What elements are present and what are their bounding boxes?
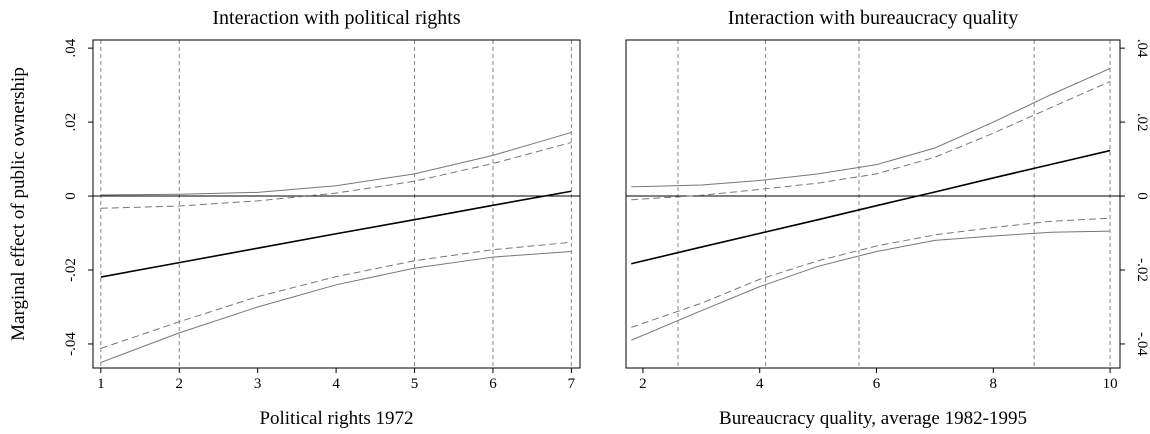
y-tick-label: .04 [63, 38, 79, 57]
series-line [100, 190, 572, 278]
y-tick-label: 0 [1134, 192, 1150, 200]
x-tick-label: 4 [332, 376, 340, 392]
y-tick-label: 0 [63, 192, 79, 200]
y-tick-label: -.02 [63, 258, 79, 282]
y-tick-label: .04 [1134, 39, 1150, 58]
series-line [631, 230, 1111, 341]
x-tick-label: 8 [990, 376, 998, 392]
y-tick-label: -.04 [1134, 332, 1150, 356]
series-line [100, 141, 572, 209]
y-axis-label: Marginal effect of public ownership [8, 67, 29, 341]
series-line [631, 149, 1111, 265]
y-tick-label: -.02 [1134, 258, 1150, 282]
plot-frame [625, 39, 1121, 369]
y-tick-label: .02 [63, 113, 79, 132]
x-tick-label: 6 [489, 376, 497, 392]
plot-frame [92, 39, 581, 369]
x-axis-label: Political rights 1972 [259, 408, 413, 429]
series-line [631, 217, 1111, 328]
y-tick-label: .02 [1134, 113, 1150, 132]
series-line [100, 131, 572, 196]
panel-title: Interaction with bureaucracy quality [728, 7, 1018, 29]
x-tick-label: 10 [1103, 376, 1118, 392]
panel-title: Interaction with political rights [212, 7, 460, 29]
series-line [631, 68, 1111, 188]
series-line [100, 251, 572, 363]
x-axis-label: Bureaucracy quality, average 1982-1995 [719, 408, 1027, 429]
x-tick-label: 2 [176, 376, 184, 392]
series-line [631, 80, 1111, 201]
x-tick-label: 5 [411, 376, 419, 392]
x-tick-label: 6 [873, 376, 881, 392]
x-tick-label: 7 [568, 376, 576, 392]
x-tick-label: 1 [97, 376, 105, 392]
x-tick-label: 2 [639, 376, 647, 392]
x-tick-label: 3 [254, 376, 262, 392]
y-tick-label: -.04 [63, 332, 79, 356]
series-line [100, 241, 572, 349]
x-tick-label: 4 [756, 376, 764, 392]
